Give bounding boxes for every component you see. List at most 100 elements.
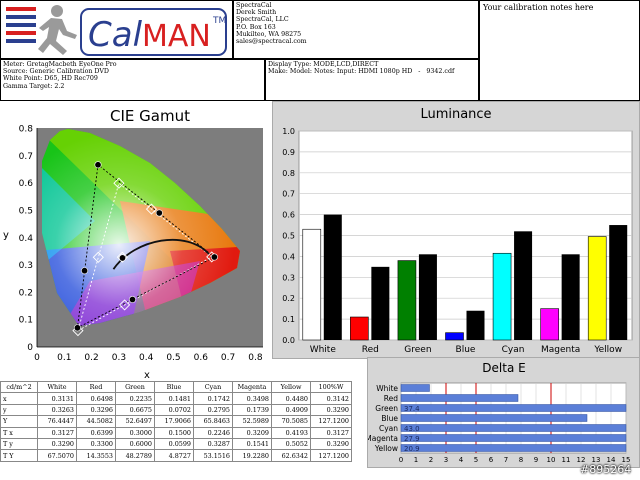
target-point-marker xyxy=(113,177,125,189)
measured-point-marker xyxy=(94,161,102,169)
display-line: Make: Model: Notes: Input: HDMI 1080p HD… xyxy=(268,68,455,76)
table-cell: 0.3131 xyxy=(37,392,77,405)
deltae-bar xyxy=(400,444,627,452)
table-cell: 65.8463 xyxy=(193,415,233,428)
deltae-x-tick: 10 xyxy=(547,456,556,464)
cie-x-tick: 0.1 xyxy=(57,353,71,363)
table-cell: 0.6675 xyxy=(115,403,155,417)
table-cell: 19.2280 xyxy=(232,449,272,462)
luminance-category-label: Blue xyxy=(456,345,476,355)
table-cell: 0.3142 xyxy=(310,392,352,405)
table-cell: 76.4447 xyxy=(37,415,77,428)
table-cell: 0.3209 xyxy=(232,426,272,439)
table-cell: 0.1481 xyxy=(154,392,194,405)
deltae-category-label: Red xyxy=(384,394,398,403)
table-cell: 0.3127 xyxy=(37,426,77,439)
deltae-category-label: Blue xyxy=(381,414,398,423)
luminance-bar-measured xyxy=(492,252,512,341)
table-cell: 0.2235 xyxy=(115,392,155,405)
luminance-y-tick: 0.4 xyxy=(282,252,295,261)
table-cell: y xyxy=(0,403,38,417)
luminance-y-tick: 0.3 xyxy=(282,273,295,282)
cie-gamut-chart: CIE Gamut 0 0.1 0.2 0.3 0.4 0.5 0.6 0.7 0.8 0 0.1… xyxy=(0,101,272,381)
cie-svg: CIE Gamut 0 0.1 0.2 0.3 0.4 0.5 0.6 0.7 0.8 0 0.1… xyxy=(3,107,263,381)
luminance-category-label: Red xyxy=(362,345,379,355)
deltae-value-label: 27.9 xyxy=(404,435,420,443)
table-cell: 0.4193 xyxy=(271,426,311,439)
luminance-bar-target xyxy=(371,266,390,340)
cie-x-tick: 0.8 xyxy=(248,353,263,363)
table-cell: 0.1500 xyxy=(154,426,194,439)
table-cell: 0.4909 xyxy=(271,403,311,417)
measurement-table-box: cd/m^2 White Red Green Blue Cyan Magenta… xyxy=(0,380,352,480)
table-header-row: cd/m^2 White Red Green Blue Cyan Magenta… xyxy=(0,380,352,394)
company-info: SpectraCal Derek Smith SpectraCal, LLC P… xyxy=(233,0,479,59)
deltae-x-tick: 7 xyxy=(504,456,508,464)
luminance-bar-target xyxy=(418,254,437,340)
cie-x-tick: 0.5 xyxy=(166,353,180,363)
cie-x-label: x xyxy=(144,370,150,379)
deltae-category-label: Magenta xyxy=(368,434,398,443)
deltae-bar xyxy=(400,434,627,442)
logo-man-text: MAN xyxy=(142,19,211,54)
luminance-bar-target xyxy=(514,231,533,340)
table-header: 100%W xyxy=(310,380,352,394)
target-point-marker xyxy=(119,299,131,311)
luminance-y-tick: 0.6 xyxy=(282,211,295,220)
luminance-y-tick: 0.2 xyxy=(282,294,295,303)
luminance-category-label: Cyan xyxy=(502,345,525,355)
watermark: #895264 xyxy=(580,463,632,476)
cie-y-tick: 0.4 xyxy=(19,234,34,244)
cie-x-tick: 0.3 xyxy=(112,353,126,363)
display-info: Display Type: MODE,LCD,DIRECT Make: Mode… xyxy=(265,59,479,101)
luminance-bar-measured xyxy=(445,332,464,341)
cie-y-tick: 0.3 xyxy=(19,261,33,271)
table-header: White xyxy=(37,380,77,394)
table-cell: 0.2246 xyxy=(193,426,233,439)
luminance-category-label: White xyxy=(310,345,337,355)
deltae-title: Delta E xyxy=(482,361,525,375)
table-cell: 0.6000 xyxy=(115,437,155,451)
deltae-bar xyxy=(400,394,519,402)
deltae-bar xyxy=(400,414,588,422)
table-cell: 127.1200 xyxy=(310,415,352,428)
cie-y-tick: 0.8 xyxy=(19,125,34,135)
luminance-y-tick: 0.8 xyxy=(282,169,295,178)
table-cell: 0.6399 xyxy=(76,426,116,439)
cie-x-tick: 0.4 xyxy=(139,353,154,363)
luminance-y-tick: 0.9 xyxy=(282,148,295,157)
table-cell: 0.4480 xyxy=(271,392,311,405)
table-cell: T y xyxy=(0,437,38,451)
company-line: SpectraCal, LLC xyxy=(236,16,289,24)
display-line: Display Type: MODE,LCD,DIRECT xyxy=(268,61,379,68)
deltae-category-label: Cyan xyxy=(379,424,398,433)
company-line: SpectraCal xyxy=(236,2,272,9)
deltae-x-tick: 9 xyxy=(534,456,538,464)
table-row: T Y 67.5070 14.3553 48.2789 4.8727 53.15… xyxy=(0,449,352,462)
luminance-category-label: Green xyxy=(404,345,431,355)
measured-point-marker xyxy=(81,267,89,275)
cie-title: CIE Gamut xyxy=(110,107,190,125)
calibration-notes[interactable]: Your calibration notes here xyxy=(479,0,640,101)
calman-logo: Cal MAN TM xyxy=(6,5,227,56)
table-cell: 52.6497 xyxy=(115,415,155,428)
table-header: Yellow xyxy=(271,380,311,394)
table-cell: 0.3263 xyxy=(37,403,77,417)
deltae-x-tick: 14 xyxy=(607,456,616,464)
cie-x-tick: 0.7 xyxy=(221,353,235,363)
table-cell: 0.3287 xyxy=(193,437,233,451)
table-row: Y 76.4447 44.5082 52.6497 17.9066 65.846… xyxy=(0,415,352,428)
luminance-bar-measured xyxy=(350,316,369,341)
table-header: Blue xyxy=(154,380,194,394)
measured-point-marker xyxy=(155,209,163,217)
table-cell: T Y xyxy=(0,449,38,462)
luminance-title: Luminance xyxy=(420,107,491,122)
table-cell: T x xyxy=(0,426,38,439)
measured-point-marker xyxy=(210,253,218,261)
table-cell: 0.3300 xyxy=(76,437,116,451)
target-point-marker xyxy=(92,251,104,263)
luminance-category-label: Magenta xyxy=(541,345,580,355)
runner-icon xyxy=(38,5,77,55)
table-row: y 0.3263 0.3296 0.6675 0.0702 0.2795 0.1… xyxy=(0,403,352,417)
luminance-y-tick: 1.0 xyxy=(282,127,295,136)
